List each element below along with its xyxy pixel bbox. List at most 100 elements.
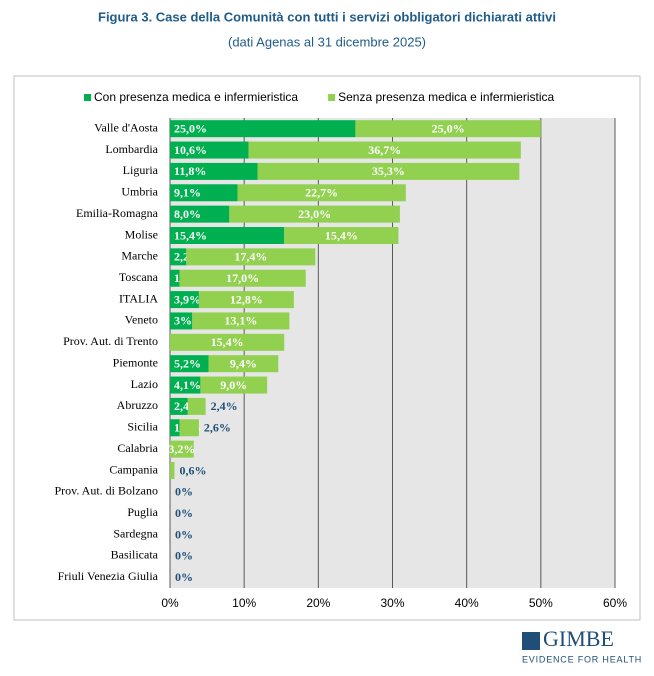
- y-tick-label: Veneto: [125, 313, 158, 327]
- value-label: 15,4%: [211, 335, 244, 349]
- value-label: 36,7%: [368, 143, 401, 157]
- logo: GIMBE EVIDENCE FOR HEALTH: [522, 626, 642, 664]
- bar-segment: [248, 141, 521, 159]
- y-tick-label: Piemonte: [113, 355, 158, 369]
- value-label: 25,0%: [174, 121, 207, 135]
- legend-swatch: [328, 94, 336, 101]
- y-tick-label: Campania: [109, 462, 158, 476]
- value-label: 35,3%: [372, 164, 405, 178]
- value-label: 2,6%: [204, 421, 231, 435]
- chart-subtitle: (dati Agenas al 31 dicembre 2025): [228, 34, 426, 49]
- y-tick-label: Basilicata: [111, 548, 159, 562]
- bar-segment: [170, 419, 180, 437]
- y-tick-label: Valle d'Aosta: [94, 120, 158, 134]
- value-label: 10,6%: [174, 143, 207, 157]
- value-label: 0%: [175, 527, 193, 541]
- value-label: 5,2%: [174, 356, 201, 370]
- bar-segment: [186, 248, 316, 266]
- y-tick-label: Emilia-Romagna: [76, 206, 159, 220]
- y-tick-label: Sardegna: [113, 526, 158, 540]
- value-label: 0,6%: [179, 463, 206, 477]
- value-label: 0%: [175, 485, 193, 499]
- value-label: 0%: [175, 506, 193, 520]
- bar-segment: [170, 440, 194, 458]
- bar-segment: [170, 333, 285, 351]
- y-tick-label: Prov. Aut. di Bolzano: [54, 484, 158, 498]
- bar-segment: [170, 355, 209, 373]
- bar-segment: [170, 462, 175, 479]
- bar-segment: [170, 184, 238, 202]
- value-label: 11,8%: [174, 164, 206, 178]
- bar-segment: [284, 227, 399, 244]
- x-tick-label: 40%: [455, 596, 479, 610]
- value-label: 0%: [175, 570, 193, 584]
- value-label: 9,0%: [220, 378, 247, 392]
- y-tick-label: Puglia: [127, 505, 158, 519]
- value-label: 9,1%: [174, 186, 201, 200]
- value-label: 23,0%: [298, 207, 331, 221]
- bar-segment: [257, 162, 520, 180]
- bar-segment: [170, 291, 199, 309]
- bar-segment: [208, 355, 279, 373]
- value-label: 17,0%: [226, 271, 259, 285]
- y-tick-label: Umbria: [121, 185, 158, 199]
- bar-segment: [170, 312, 193, 330]
- legend-label: Con presenza medica e infermieristica: [94, 90, 298, 104]
- bar-segment: [237, 184, 406, 202]
- y-tick-label: Abruzzo: [117, 398, 158, 412]
- bar-segment: [200, 376, 268, 394]
- y-tick-label: Lombardia: [105, 142, 158, 156]
- value-label: 8,0%: [174, 207, 201, 221]
- value-label: 3%: [174, 314, 192, 328]
- y-tick-label: Marche: [121, 249, 158, 263]
- x-tick-label: 50%: [529, 596, 553, 610]
- value-label: 3,9%: [174, 292, 201, 306]
- value-label: 9,4%: [230, 356, 257, 370]
- bar-segment: [187, 397, 206, 415]
- value-label: 15,4%: [325, 228, 358, 242]
- bar-segment: [229, 205, 400, 223]
- bar-segment: [170, 248, 187, 266]
- value-label: 25,0%: [432, 121, 465, 135]
- logo-tagline: EVIDENCE FOR HEALTH: [522, 654, 642, 664]
- x-tick-label: 10%: [232, 596, 256, 610]
- y-tick-label: Prov. Aut. di Trento: [63, 334, 158, 348]
- x-tick-label: 0%: [161, 596, 179, 610]
- bar-segment: [170, 376, 201, 394]
- x-tick-label: 20%: [306, 596, 330, 610]
- bar-segment: [179, 419, 199, 437]
- legend-label: Senza presenza medica e infermieristica: [338, 90, 554, 104]
- chart-title: Figura 3. Case della Comunità con tutti …: [98, 9, 556, 24]
- bar-segment: [198, 291, 294, 309]
- y-tick-label: Calabria: [117, 441, 158, 455]
- y-tick-label: Toscana: [119, 270, 159, 284]
- value-label: 13,1%: [224, 314, 257, 328]
- value-label: 12,8%: [230, 292, 263, 306]
- value-label: 4,1%: [174, 378, 201, 392]
- bar-segment: [170, 227, 285, 244]
- logo-mark: [522, 632, 540, 650]
- bar-segment: [355, 120, 541, 138]
- bar-segment: [170, 269, 180, 287]
- bar-segment: [179, 269, 306, 287]
- x-tick-label: 30%: [380, 596, 404, 610]
- chart-frame: [13, 75, 641, 621]
- bar-segment: [170, 397, 188, 415]
- bar-segment: [170, 205, 230, 223]
- y-tick-label: Friuli Venezia Giulia: [58, 569, 159, 583]
- value-label: 17,4%: [234, 250, 267, 264]
- y-tick-label: Liguria: [123, 163, 159, 177]
- legend-swatch: [84, 94, 91, 101]
- y-tick-label: Molise: [125, 227, 158, 241]
- y-tick-label: Sicilia: [127, 420, 158, 434]
- bar-segment: [192, 312, 290, 330]
- logo-name: GIMBE: [543, 626, 614, 651]
- value-label: 0%: [175, 549, 193, 563]
- bar-segment: [170, 141, 249, 159]
- value-label: 2,4%: [211, 399, 238, 413]
- value-label: 3,2%: [168, 442, 195, 456]
- value-label: 22,7%: [305, 186, 338, 200]
- y-tick-label: ITALIA: [119, 291, 158, 305]
